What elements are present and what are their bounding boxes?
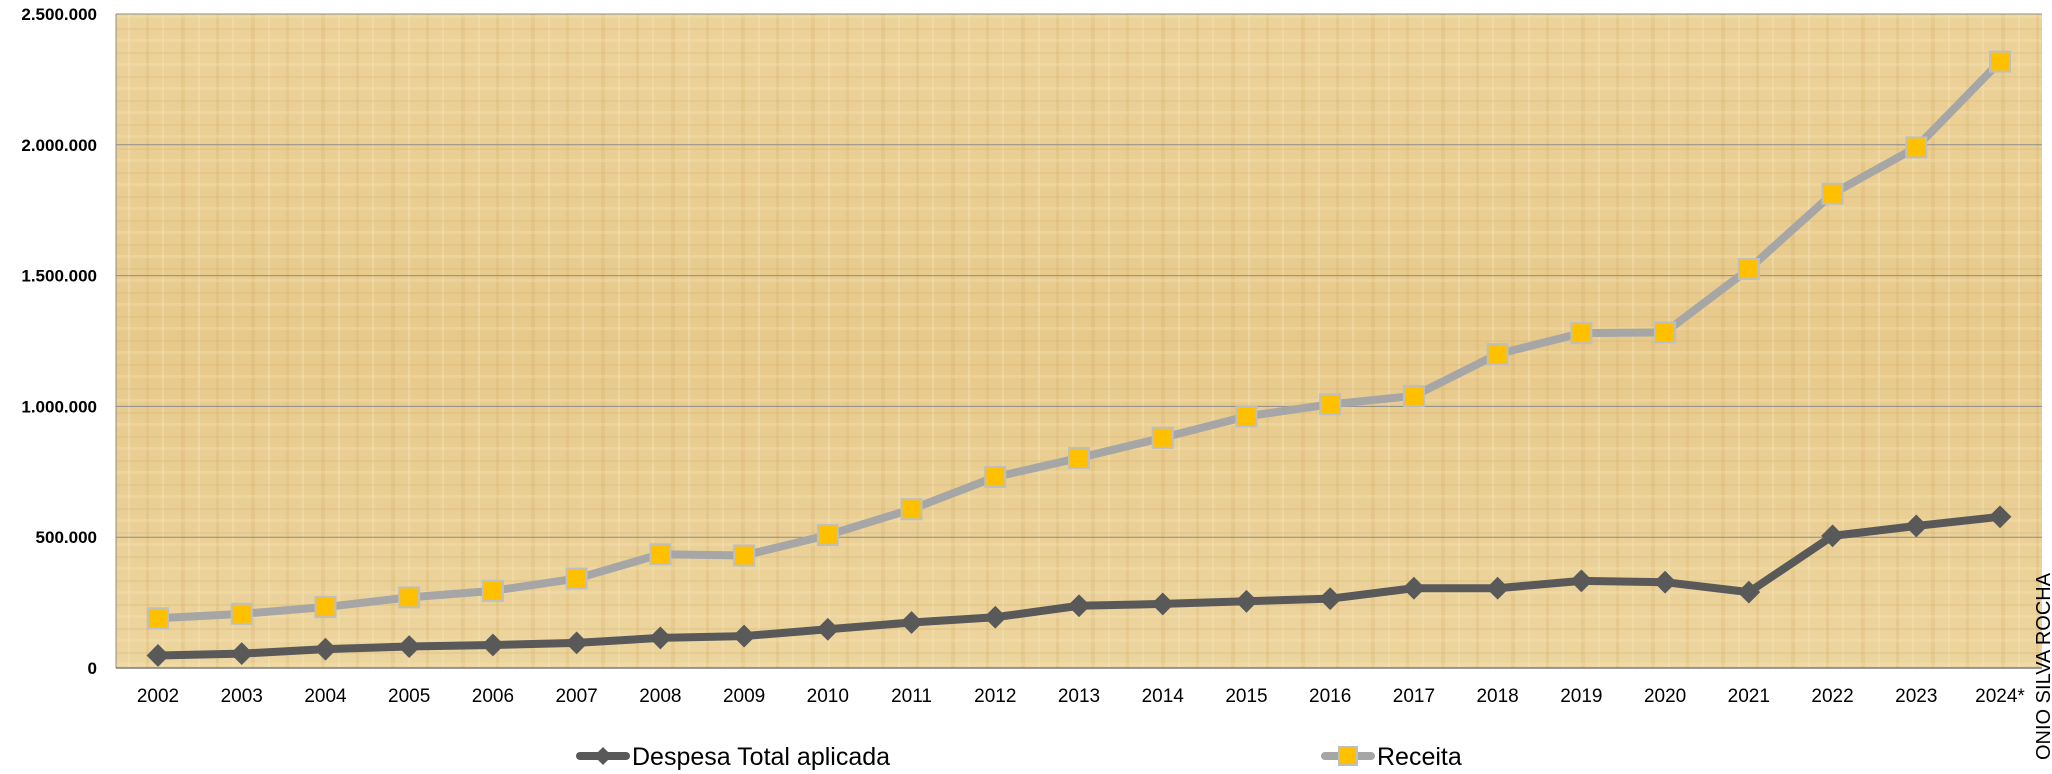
x-axis-ticks: 2002 2003 2004 2005 2006 2007 2008 2009 2010 2011… xyxy=(137,686,2026,707)
data-point-marker xyxy=(984,466,1007,489)
legend-label: Receita xyxy=(1377,743,1462,771)
data-point-marker xyxy=(481,633,505,657)
legend-label: Despesa Total aplicada xyxy=(632,743,890,771)
data-point-marker xyxy=(314,637,337,661)
data-point-marker xyxy=(1570,322,1593,345)
data-point-marker xyxy=(230,602,253,625)
data-point-marker xyxy=(816,524,839,547)
x-tick-label: 2010 xyxy=(807,686,849,707)
y-tick-label: 0 xyxy=(88,659,97,678)
data-point-marker xyxy=(733,544,756,567)
x-tick-label: 2009 xyxy=(723,686,765,707)
data-point-marker xyxy=(1151,426,1174,449)
data-point-marker xyxy=(1318,587,1342,611)
legend-item-despesa: Despesa Total aplicada xyxy=(576,743,890,771)
data-point-marker xyxy=(1402,384,1425,407)
legend-marker xyxy=(594,747,612,765)
plot-texture-horizontal xyxy=(116,14,2042,668)
data-point-marker xyxy=(397,635,421,658)
data-point-marker xyxy=(649,543,672,566)
data-point-marker xyxy=(1569,569,1593,593)
x-tick-label: 2004 xyxy=(304,686,347,707)
legend-item-receita: Receita xyxy=(1321,743,1462,771)
x-tick-label: 2018 xyxy=(1476,686,1518,707)
data-point-marker xyxy=(900,611,923,634)
x-tick-label: 2008 xyxy=(639,686,681,707)
gridlines xyxy=(116,13,2042,669)
data-point-marker xyxy=(1821,182,1844,205)
data-point-marker xyxy=(1904,514,1928,538)
x-tick-label: 2021 xyxy=(1728,686,1770,707)
plot-background xyxy=(115,13,2042,668)
x-tick-label: 2002 xyxy=(137,686,179,707)
series-receita xyxy=(147,50,2011,630)
data-point-marker xyxy=(1235,405,1258,428)
x-tick-label: 2022 xyxy=(1811,686,1853,707)
data-point-marker xyxy=(147,607,169,630)
data-point-marker xyxy=(1654,321,1677,344)
data-point-marker xyxy=(398,586,421,609)
y-tick-label: 2.000.000 xyxy=(21,136,97,155)
data-point-marker xyxy=(1319,393,1342,416)
y-axis-ticks: 0 500.000 1.000.000 1.500.000 2.000.000 2.500… xyxy=(21,5,97,678)
x-tick-label: 2007 xyxy=(555,686,597,707)
data-point-marker xyxy=(1821,524,1844,548)
x-tick-label: 2013 xyxy=(1058,686,1100,707)
data-point-marker xyxy=(1402,576,1426,600)
y-tick-label: 1.000.000 xyxy=(21,397,97,416)
x-tick-label: 2011 xyxy=(891,686,932,707)
legend: Despesa Total aplicada Receita xyxy=(576,743,1462,771)
data-point-marker xyxy=(1989,50,2011,73)
data-point-marker xyxy=(1486,576,1510,600)
x-tick-label: 2017 xyxy=(1393,686,1435,707)
series-layer xyxy=(146,50,2012,667)
y-tick-label: 2.500.000 xyxy=(21,5,97,24)
data-point-marker xyxy=(565,631,589,655)
x-tick-label: 2003 xyxy=(221,686,263,707)
data-point-marker xyxy=(816,617,840,641)
x-tick-label: 2016 xyxy=(1309,686,1351,707)
data-point-marker xyxy=(648,626,672,650)
x-tick-label: 2020 xyxy=(1644,686,1686,707)
side-text-group: ONIO SILVA ROCHA xyxy=(2033,572,2052,760)
legend-marker xyxy=(1338,746,1358,766)
x-tick-label: 2006 xyxy=(472,686,514,707)
series-despesa xyxy=(146,505,2012,667)
data-point-marker xyxy=(900,498,923,521)
x-tick-label: 2014 xyxy=(1142,686,1185,707)
x-tick-label: 2015 xyxy=(1225,686,1267,707)
data-point-marker xyxy=(1653,570,1677,594)
data-point-marker xyxy=(1067,594,1091,618)
data-point-marker xyxy=(230,642,254,666)
data-point-marker xyxy=(146,644,170,667)
y-tick-label: 1.500.000 xyxy=(21,267,97,286)
x-tick-label: 2019 xyxy=(1560,686,1602,707)
x-tick-label: 2023 xyxy=(1895,686,1937,707)
data-point-marker xyxy=(481,579,504,602)
y-tick-label: 500.000 xyxy=(36,528,97,547)
data-point-marker xyxy=(314,596,337,619)
data-point-marker xyxy=(1151,592,1175,616)
data-point-marker xyxy=(565,567,588,590)
data-point-marker xyxy=(1486,343,1509,366)
x-tick-label: 2012 xyxy=(974,686,1016,707)
data-point-marker xyxy=(1068,446,1090,469)
x-tick-label: 2024* xyxy=(1975,686,2025,707)
data-point-marker xyxy=(1737,258,1760,281)
data-point-marker xyxy=(1737,580,1761,604)
data-point-marker xyxy=(1905,136,1928,159)
x-tick-label: 2005 xyxy=(388,686,430,707)
data-point-marker xyxy=(983,605,1007,629)
data-point-marker xyxy=(732,624,756,648)
data-point-marker xyxy=(1235,589,1258,613)
data-point-marker xyxy=(1988,505,2012,529)
side-text: ONIO SILVA ROCHA xyxy=(2033,572,2052,760)
